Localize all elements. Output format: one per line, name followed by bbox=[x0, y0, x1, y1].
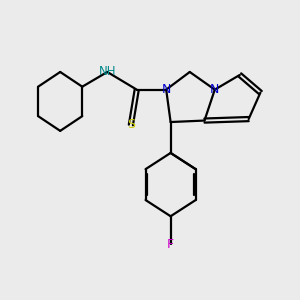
Text: NH: NH bbox=[99, 65, 116, 79]
Text: N: N bbox=[210, 83, 220, 96]
Text: N: N bbox=[161, 83, 171, 96]
Text: S: S bbox=[127, 118, 135, 131]
Text: F: F bbox=[167, 238, 174, 251]
